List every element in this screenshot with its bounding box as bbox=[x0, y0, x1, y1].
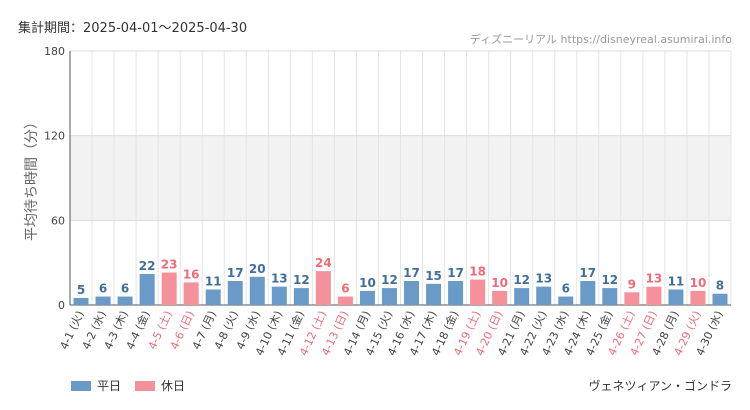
bar-value-label: 17 bbox=[447, 266, 464, 280]
bar-value-label: 9 bbox=[628, 277, 636, 291]
bar bbox=[95, 296, 111, 305]
bar bbox=[227, 281, 243, 305]
y-tick-label: 0 bbox=[58, 299, 65, 312]
bar bbox=[492, 290, 508, 305]
attraction-name: ヴェネツィアン・ゴンドラ bbox=[588, 379, 732, 393]
bar-value-label: 13 bbox=[271, 272, 288, 286]
bar bbox=[668, 289, 684, 305]
bar-value-label: 17 bbox=[579, 266, 596, 280]
bar bbox=[161, 272, 177, 305]
period-label: 集計期間：2025-04-01〜2025-04-30 bbox=[18, 21, 248, 36]
bar bbox=[315, 271, 331, 305]
legend-swatch-holiday bbox=[135, 380, 156, 391]
bar-value-label: 23 bbox=[161, 258, 178, 272]
legend-swatch-weekday bbox=[71, 380, 91, 391]
bar-value-label: 12 bbox=[601, 273, 618, 287]
bar-value-label: 8 bbox=[716, 279, 724, 293]
bar-value-label: 13 bbox=[535, 272, 552, 286]
bar bbox=[448, 281, 464, 305]
bar bbox=[514, 288, 530, 305]
bar-value-label: 6 bbox=[562, 282, 570, 296]
bar bbox=[712, 293, 728, 305]
bar-value-label: 10 bbox=[491, 276, 508, 290]
bar-value-label: 5 bbox=[77, 283, 85, 297]
bar-value-label: 12 bbox=[293, 273, 310, 287]
bar bbox=[337, 296, 353, 305]
bar bbox=[624, 292, 640, 305]
legend-label-weekday: 平日 bbox=[97, 379, 122, 393]
bar-value-label: 6 bbox=[99, 282, 107, 296]
bar-value-label: 24 bbox=[315, 256, 332, 270]
bar bbox=[73, 297, 89, 305]
bar bbox=[580, 281, 596, 305]
y-tick-label: 120 bbox=[44, 130, 65, 143]
bar-value-label: 6 bbox=[121, 282, 129, 296]
bar bbox=[690, 290, 706, 305]
bar bbox=[558, 296, 574, 305]
bar bbox=[139, 273, 155, 305]
bar bbox=[404, 281, 420, 305]
bar-value-label: 15 bbox=[425, 269, 442, 283]
bar-value-label: 17 bbox=[227, 266, 244, 280]
bar-value-label: 22 bbox=[139, 259, 156, 273]
source-label: ディズニーリアル https://disneyreal.asumirai.inf… bbox=[469, 33, 732, 46]
legend-label-holiday: 休日 bbox=[161, 379, 186, 393]
bar-value-label: 16 bbox=[183, 267, 200, 281]
bar bbox=[646, 286, 662, 305]
bar-value-label: 20 bbox=[249, 262, 266, 276]
legend-item-holiday: 休日 bbox=[135, 377, 185, 394]
y-axis-label: 平均待ち時間（分） bbox=[24, 115, 40, 241]
bar-value-label: 11 bbox=[205, 274, 222, 288]
bar bbox=[293, 288, 309, 305]
legend-item-weekday: 平日 bbox=[71, 377, 121, 394]
y-tick-label: 60 bbox=[51, 214, 65, 227]
legend: 平日 休日 bbox=[71, 377, 185, 394]
bar bbox=[183, 282, 199, 305]
bar-value-label: 13 bbox=[646, 272, 663, 286]
bar-value-label: 12 bbox=[513, 273, 530, 287]
bar bbox=[117, 296, 133, 305]
bar-value-label: 6 bbox=[341, 282, 349, 296]
bar bbox=[536, 286, 552, 305]
bar bbox=[249, 276, 265, 305]
bar bbox=[602, 288, 618, 305]
bar bbox=[359, 290, 375, 305]
bar bbox=[470, 279, 486, 305]
bar bbox=[426, 283, 442, 305]
bar bbox=[205, 289, 221, 305]
y-tick-label: 180 bbox=[44, 45, 65, 58]
bar-value-label: 17 bbox=[403, 266, 420, 280]
bar-value-label: 12 bbox=[381, 273, 398, 287]
bar bbox=[381, 288, 397, 305]
bar-value-label: 10 bbox=[359, 276, 376, 290]
bar-value-label: 18 bbox=[469, 265, 486, 279]
bar bbox=[271, 286, 287, 305]
bar-value-label: 11 bbox=[668, 274, 685, 288]
bar-value-label: 10 bbox=[690, 276, 707, 290]
